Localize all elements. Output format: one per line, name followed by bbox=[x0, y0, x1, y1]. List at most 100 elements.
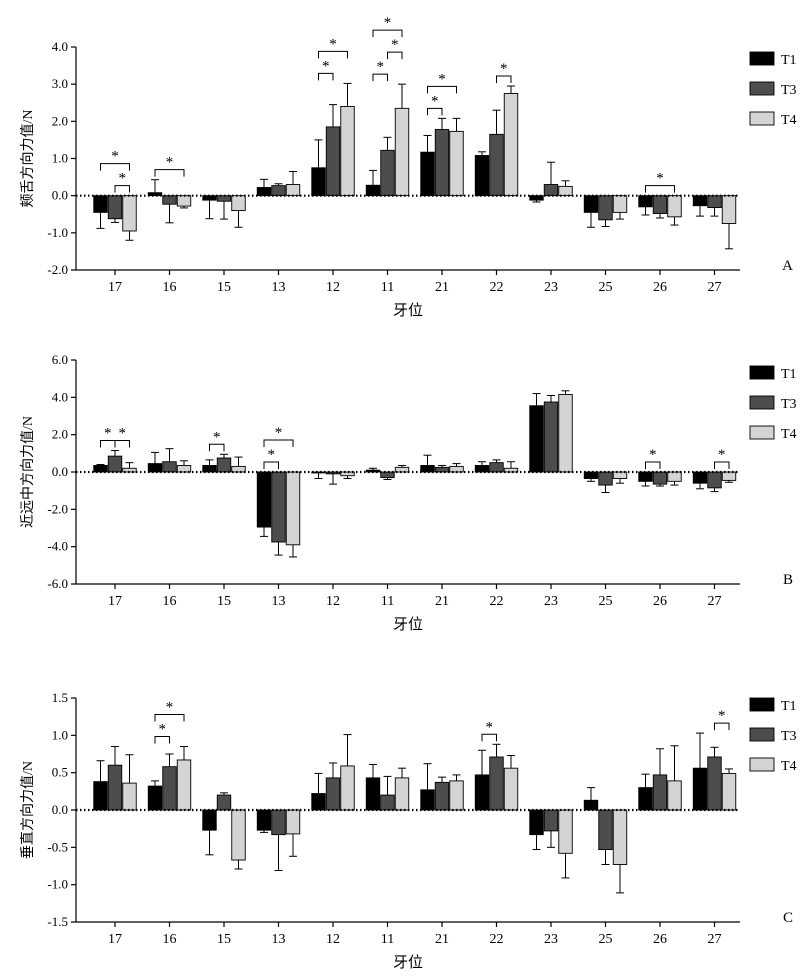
chart-panel-a: -2.0 -1.0 0.0 1.0 2.0 3.0 4.0 17 16 15 13 12 11 21 22 2… bbox=[20, 15, 797, 319]
x-tick-label: 13 bbox=[272, 932, 286, 947]
bar-t3 bbox=[598, 195, 613, 221]
significance-star: * bbox=[104, 426, 112, 442]
significance-bracket bbox=[154, 169, 185, 177]
significance-bracket bbox=[645, 185, 675, 193]
bar-t4 bbox=[231, 809, 246, 861]
x-tick-label: 21 bbox=[435, 280, 449, 295]
y-axis-label: 垂直方向力值/N bbox=[19, 761, 36, 859]
y-tick-label: -2.0 bbox=[47, 501, 68, 516]
bar-t1 bbox=[638, 195, 653, 208]
bar-t4 bbox=[285, 471, 301, 546]
x-tick-label: 11 bbox=[381, 594, 394, 609]
x-tick-label: 11 bbox=[381, 280, 394, 295]
significance-star: * bbox=[718, 708, 726, 724]
significance-star: * bbox=[486, 719, 494, 735]
bar-t1 bbox=[311, 167, 326, 197]
x-tick-label: 27 bbox=[708, 932, 722, 947]
bar-t3 bbox=[380, 149, 395, 197]
bar-t1 bbox=[365, 777, 381, 811]
significance-star: * bbox=[500, 61, 508, 77]
bar-t1 bbox=[529, 809, 544, 836]
significance-star: * bbox=[718, 447, 726, 463]
legend-label-t3: T3 bbox=[781, 83, 797, 98]
panel-letter: B bbox=[783, 572, 793, 588]
bar-t3 bbox=[652, 471, 668, 485]
significance-star: * bbox=[111, 149, 119, 165]
x-tick-label: 25 bbox=[599, 280, 613, 295]
y-tick-label: 1.0 bbox=[52, 151, 68, 166]
significance-bracket bbox=[714, 461, 730, 469]
legend-label-t1: T1 bbox=[781, 53, 797, 68]
bar-t3 bbox=[271, 809, 286, 836]
y-tick-label: -1.5 bbox=[47, 914, 68, 929]
y-tick-label: 0.0 bbox=[52, 464, 68, 479]
significance-star: * bbox=[438, 71, 446, 87]
y-tick-label: -0.5 bbox=[47, 839, 68, 854]
bar-t3 bbox=[543, 184, 559, 197]
significance-bracket bbox=[496, 75, 512, 84]
significance-bracket bbox=[154, 714, 185, 722]
significance-star: * bbox=[384, 15, 392, 31]
x-tick-label: 27 bbox=[708, 594, 722, 609]
significance-bracket bbox=[154, 736, 170, 744]
bar-t3 bbox=[707, 195, 722, 209]
x-tick-label: 16 bbox=[163, 932, 177, 947]
significance-bracket bbox=[387, 51, 403, 60]
legend-label-t1: T1 bbox=[781, 367, 797, 382]
bar-t4 bbox=[394, 107, 410, 197]
y-tick-label: -4.0 bbox=[47, 539, 68, 554]
bar-t4 bbox=[285, 184, 301, 197]
x-tick-label: 15 bbox=[217, 932, 231, 947]
y-tick-label: 0.0 bbox=[52, 188, 68, 203]
significance-star: * bbox=[329, 36, 337, 52]
bar-t3 bbox=[325, 777, 341, 811]
x-tick-label: 21 bbox=[435, 594, 449, 609]
x-tick-label: 17 bbox=[108, 280, 122, 295]
x-tick-label: 25 bbox=[599, 932, 613, 947]
x-tick-label: 15 bbox=[217, 594, 231, 609]
bar-t1 bbox=[529, 405, 544, 473]
bar-t1 bbox=[256, 809, 272, 831]
x-tick-label: 26 bbox=[653, 594, 667, 609]
bar-t3 bbox=[652, 195, 668, 214]
legend-label-t4: T4 bbox=[781, 427, 797, 442]
bar-t3 bbox=[107, 455, 123, 473]
x-tick-label: 17 bbox=[108, 594, 122, 609]
bar-t1 bbox=[147, 192, 163, 197]
panel-letter: A bbox=[782, 258, 793, 274]
y-tick-label: -6.0 bbox=[47, 576, 68, 591]
bar-t4 bbox=[285, 809, 301, 835]
significance-bracket bbox=[372, 29, 403, 38]
bar-t4 bbox=[449, 130, 464, 197]
bar-t1 bbox=[256, 187, 272, 197]
y-tick-label: 1.0 bbox=[52, 727, 68, 742]
significance-bracket bbox=[427, 107, 443, 116]
bar-t3 bbox=[107, 764, 123, 811]
bar-t1 bbox=[583, 195, 599, 213]
legend-swatch-t1 bbox=[749, 697, 775, 712]
x-tick-label: 16 bbox=[163, 594, 177, 609]
bar-t1 bbox=[583, 799, 599, 811]
bar-t4 bbox=[394, 777, 410, 811]
bar-t1 bbox=[692, 471, 708, 484]
bar-t4 bbox=[449, 780, 464, 811]
significance-star: * bbox=[119, 426, 127, 442]
x-axis-label: 牙位 bbox=[393, 954, 423, 971]
bar-t3 bbox=[162, 766, 177, 811]
y-tick-label: 1.5 bbox=[52, 690, 68, 705]
y-axis-label: 近远中方向力值/N bbox=[20, 416, 36, 528]
x-tick-label: 11 bbox=[381, 932, 394, 947]
significance-star: * bbox=[377, 59, 385, 75]
x-tick-label: 21 bbox=[435, 932, 449, 947]
x-tick-label: 22 bbox=[490, 594, 504, 609]
bar-t3 bbox=[434, 781, 450, 811]
significance-star: * bbox=[166, 155, 174, 171]
bar-t1 bbox=[692, 195, 708, 207]
x-tick-label: 25 bbox=[599, 594, 613, 609]
bar-t3 bbox=[216, 794, 232, 811]
bar-t4 bbox=[231, 195, 246, 211]
bar-t3 bbox=[271, 185, 286, 197]
x-axis-label: 牙位 bbox=[393, 616, 423, 633]
bar-t4 bbox=[503, 767, 519, 811]
